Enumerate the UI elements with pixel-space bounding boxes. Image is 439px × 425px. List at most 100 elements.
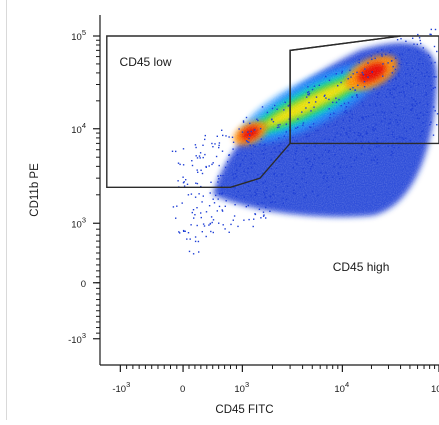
scatter-event <box>423 75 426 77</box>
scatter-event <box>335 73 337 75</box>
scatter-event <box>372 114 375 116</box>
scatter-event <box>201 172 204 175</box>
scatter-event <box>349 88 351 90</box>
scatter-event <box>232 219 234 221</box>
scatter-event <box>308 135 310 137</box>
scatter-event <box>243 170 245 173</box>
scatter-event <box>349 110 352 112</box>
scatter-event <box>327 125 329 128</box>
scatter-event <box>311 88 314 91</box>
scatter-event <box>241 159 244 161</box>
scatter-event <box>341 70 343 73</box>
scatter-event <box>281 157 283 159</box>
scatter-event <box>411 97 413 99</box>
scatter-event <box>381 53 383 56</box>
scatter-event <box>405 82 407 85</box>
scatter-event <box>225 135 227 137</box>
scatter-event <box>413 82 415 84</box>
scatter-event <box>363 86 366 88</box>
scatter-event <box>273 173 275 175</box>
scatter-event <box>185 179 187 181</box>
scatter-event <box>257 174 259 176</box>
scatter-event <box>306 96 308 98</box>
scatter-event <box>245 206 247 208</box>
scatter-event <box>329 113 332 116</box>
scatter-event <box>200 169 202 171</box>
scatter-event <box>396 39 399 41</box>
scatter-event <box>310 110 312 112</box>
scatter-event <box>274 201 276 203</box>
scatter-event <box>412 98 415 101</box>
scatter-event <box>377 51 379 53</box>
scatter-event <box>296 147 298 149</box>
scatter-event <box>395 87 397 89</box>
scatter-event <box>179 163 181 166</box>
scatter-event <box>418 63 420 65</box>
scatter-event <box>422 63 424 65</box>
scatter-event <box>212 198 214 200</box>
scatter-event <box>362 105 364 107</box>
scatter-event <box>399 53 401 56</box>
scatter-event <box>233 177 235 179</box>
scatter-event <box>381 55 383 57</box>
scatter-event <box>340 105 342 107</box>
scatter-event <box>247 185 249 187</box>
scatter-event <box>209 192 211 194</box>
scatter-event <box>399 119 401 122</box>
scatter-event <box>313 85 316 87</box>
scatter-event <box>434 28 437 31</box>
scatter-event <box>416 51 419 53</box>
scatter-event <box>433 76 435 78</box>
scatter-event <box>315 96 318 98</box>
scatter-event <box>433 106 435 108</box>
scatter-event <box>305 182 307 184</box>
scatter-event <box>414 100 417 102</box>
scatter-event <box>419 39 421 42</box>
scatter-event <box>400 64 402 66</box>
scatter-event <box>375 145 378 148</box>
scatter-event <box>325 172 327 174</box>
scatter-event <box>221 129 223 131</box>
scatter-event <box>254 191 256 193</box>
scatter-event <box>417 83 420 85</box>
scatter-event <box>389 92 391 94</box>
scatter-event <box>341 158 343 160</box>
scatter-event <box>217 181 219 183</box>
scatter-event <box>186 183 189 185</box>
scatter-event <box>358 61 360 64</box>
scatter-event <box>341 177 344 179</box>
panel-divider <box>6 0 7 420</box>
scatter-event <box>400 38 402 40</box>
scatter-event <box>340 81 342 84</box>
scatter-event <box>347 78 349 80</box>
scatter-event <box>336 121 338 123</box>
scatter-event <box>405 40 407 42</box>
scatter-event <box>327 186 330 188</box>
scatter-event <box>264 143 266 146</box>
scatter-event <box>201 201 203 203</box>
scatter-event <box>228 136 230 138</box>
scatter-event <box>232 148 234 150</box>
scatter-event <box>427 54 430 56</box>
scatter-event <box>334 124 336 126</box>
scatter-event <box>373 88 375 90</box>
scatter-event <box>285 198 288 201</box>
scatter-event <box>323 123 326 126</box>
scatter-event <box>361 145 363 147</box>
scatter-event <box>270 151 273 153</box>
scatter-event <box>228 231 230 233</box>
scatter-event <box>256 189 258 191</box>
scatter-event <box>430 62 433 64</box>
scatter-event <box>271 201 273 203</box>
scatter-event <box>390 112 392 114</box>
scatter-event <box>275 186 277 188</box>
scatter-event <box>247 167 249 169</box>
scatter-event <box>358 119 360 122</box>
scatter-event <box>371 58 373 60</box>
scatter-event <box>425 94 427 96</box>
scatter-event <box>270 159 272 161</box>
scatter-event <box>382 75 384 77</box>
scatter-event <box>433 45 436 48</box>
scatter-event <box>264 148 267 151</box>
gate-layer <box>106 35 439 189</box>
